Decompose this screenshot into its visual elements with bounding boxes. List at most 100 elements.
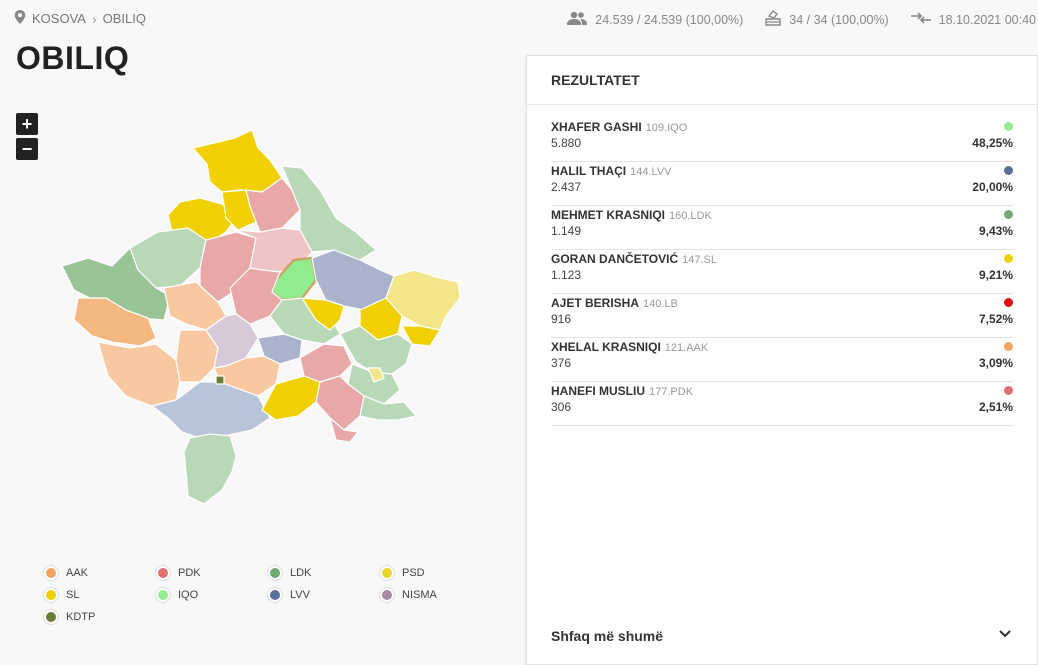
candidate-votes: 5.880 bbox=[551, 136, 582, 150]
zoom-in-button[interactable]: + bbox=[16, 113, 38, 135]
result-row[interactable]: AJET BERISHA 140.LB 916 7,52% bbox=[551, 294, 1013, 338]
candidate-name: HANEFI MUSLIU bbox=[551, 384, 645, 398]
region-prizren bbox=[151, 381, 271, 439]
region-leposavic bbox=[192, 129, 283, 193]
stations-stat: 34 / 34 (100,00%) bbox=[765, 10, 889, 29]
party-color-dot bbox=[1004, 210, 1013, 219]
candidate-code: 140.LB bbox=[643, 298, 678, 310]
breadcrumb-current: OBILIQ bbox=[102, 11, 146, 26]
breadcrumb-root[interactable]: KOSOVA bbox=[32, 11, 86, 26]
legend-label: AAK bbox=[66, 567, 89, 579]
party-color-dot bbox=[1004, 166, 1013, 175]
stations-count: 34 / 34 (100,00%) bbox=[789, 12, 889, 27]
legend-dot bbox=[380, 588, 394, 602]
candidate-votes: 2.437 bbox=[551, 180, 582, 194]
party-color-dot bbox=[1004, 254, 1013, 263]
region-shtime-south bbox=[261, 375, 321, 421]
region-shterpce bbox=[359, 395, 417, 421]
breadcrumb: KOSOVA › OBILIQ bbox=[14, 10, 146, 27]
voters-stat: 24.539 / 24.539 (100,00%) bbox=[567, 11, 743, 28]
party-color-dot bbox=[1004, 386, 1013, 395]
candidate-code: 109.IQO bbox=[645, 122, 688, 134]
legend-dot bbox=[268, 588, 282, 602]
sync-arrows-icon bbox=[910, 12, 939, 27]
region-gracanica bbox=[301, 297, 345, 331]
legend-item-psd: PSD bbox=[380, 566, 425, 580]
candidate-percent: 3,09% bbox=[978, 356, 1013, 370]
results-panel-title: REZULTATET bbox=[527, 56, 1037, 105]
candidate-votes: 1.149 bbox=[551, 224, 582, 238]
candidate-code: 160.LDK bbox=[669, 210, 712, 222]
legend-label: PDK bbox=[178, 567, 201, 579]
legend-dot bbox=[380, 566, 394, 580]
region-hani-elezit bbox=[329, 417, 359, 443]
legend-item-ldk: LDK bbox=[268, 566, 311, 580]
results-panel: REZULTATET XHAFER GASHI 109.IQO 5.880 48,… bbox=[526, 55, 1038, 665]
candidate-percent: 9,43% bbox=[978, 224, 1013, 238]
legend-label: PSD bbox=[402, 567, 425, 579]
candidate-votes: 916 bbox=[551, 312, 572, 326]
show-more-button[interactable]: Shfaq më shumë bbox=[527, 608, 1037, 664]
candidate-percent: 2,51% bbox=[978, 400, 1013, 414]
candidate-name: XHAFER GASHI bbox=[551, 120, 642, 134]
result-row[interactable]: GORAN DANČETOVIĆ 147.SL 1.123 9,21% bbox=[551, 250, 1013, 294]
region-gjakova bbox=[97, 341, 181, 407]
result-row[interactable]: MEHMET KRASNIQI 160.LDK 1.149 9,43% bbox=[551, 206, 1013, 250]
candidate-name: MEHMET KRASNIQI bbox=[551, 208, 665, 222]
region-ranilug bbox=[401, 325, 441, 347]
chevron-right-icon: › bbox=[91, 10, 97, 27]
voters-count: 24.539 / 24.539 (100,00%) bbox=[595, 12, 744, 27]
updated-timestamp: 18.10.2021 00:40 bbox=[938, 12, 1036, 27]
party-color-dot bbox=[1004, 298, 1013, 307]
legend-label: KDTP bbox=[66, 611, 96, 623]
candidate-percent: 9,21% bbox=[978, 268, 1013, 282]
candidate-name: HALIL THAÇI bbox=[551, 164, 627, 178]
region-kamenica bbox=[339, 325, 413, 375]
legend-label: IQO bbox=[178, 589, 199, 601]
result-row[interactable]: XHELAL KRASNIQI 121.AAK 376 3,09% bbox=[551, 338, 1013, 382]
candidate-votes: 1.123 bbox=[551, 268, 582, 282]
results-list: XHAFER GASHI 109.IQO 5.880 48,25% HALIL T… bbox=[551, 118, 1013, 426]
legend-dot bbox=[44, 588, 58, 602]
region-decan bbox=[73, 297, 157, 347]
candidate-code: 147.SL bbox=[682, 254, 717, 266]
candidate-code: 177.PDK bbox=[649, 386, 694, 398]
legend-label: NISMA bbox=[402, 589, 437, 601]
legend-label: LDK bbox=[290, 567, 312, 579]
candidate-name: GORAN DANČETOVIĆ bbox=[551, 252, 679, 266]
location-pin-icon bbox=[14, 10, 32, 27]
legend-item-pdk: PDK bbox=[156, 566, 201, 580]
election-map[interactable] bbox=[0, 120, 520, 540]
candidate-percent: 20,00% bbox=[972, 180, 1013, 194]
party-color-dot bbox=[1004, 122, 1013, 131]
show-more-label: Shfaq më shumë bbox=[551, 628, 664, 644]
legend-item-nisma: NISMA bbox=[380, 588, 437, 602]
page-title: OBILIQ bbox=[16, 40, 130, 76]
legend-item-lvv: LVV bbox=[268, 588, 310, 602]
legend-dot bbox=[44, 566, 58, 580]
candidate-votes: 306 bbox=[551, 400, 572, 414]
updated-stat: 18.10.2021 00:40 bbox=[910, 12, 1036, 27]
legend-label: LVV bbox=[290, 589, 310, 601]
region-dragash bbox=[183, 433, 237, 505]
region-mamusha bbox=[215, 375, 225, 385]
stats-bar: 24.539 / 24.539 (100,00%) 34 / 34 (100,0… bbox=[545, 10, 1036, 29]
zoom-out-button[interactable]: − bbox=[16, 138, 38, 160]
result-row[interactable]: XHAFER GASHI 109.IQO 5.880 48,25% bbox=[551, 118, 1013, 162]
candidate-percent: 48,25% bbox=[972, 136, 1013, 150]
people-icon bbox=[567, 11, 595, 28]
candidate-percent: 7,52% bbox=[978, 312, 1013, 326]
legend-item-kdtp: KDTP bbox=[44, 610, 95, 624]
region-malisheva bbox=[205, 313, 259, 369]
region-ferizaj bbox=[299, 343, 353, 383]
legend-dot bbox=[156, 588, 170, 602]
party-color-dot bbox=[1004, 342, 1013, 351]
candidate-code: 144.LVV bbox=[630, 166, 672, 178]
result-row[interactable]: HALIL THAÇI 144.LVV 2.437 20,00% bbox=[551, 162, 1013, 206]
ballot-box-icon bbox=[765, 10, 789, 29]
legend-dot bbox=[268, 566, 282, 580]
candidate-code: 121.AAK bbox=[664, 342, 709, 354]
region-partesh bbox=[367, 367, 385, 383]
legend-dot bbox=[156, 566, 170, 580]
result-row[interactable]: HANEFI MUSLIU 177.PDK 306 2,51% bbox=[551, 382, 1013, 426]
